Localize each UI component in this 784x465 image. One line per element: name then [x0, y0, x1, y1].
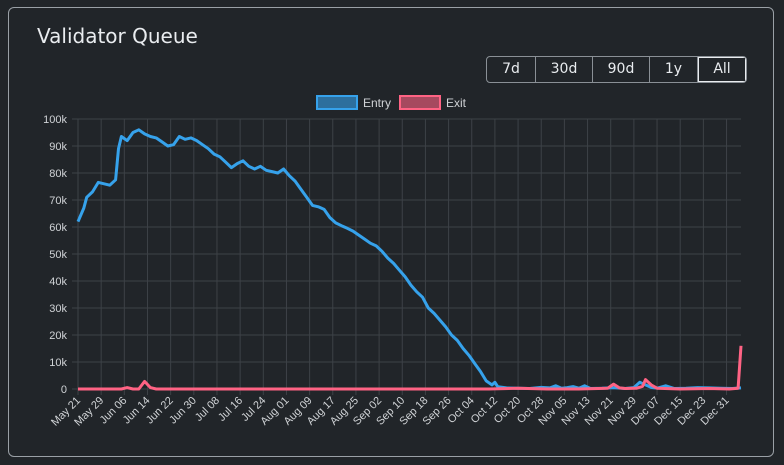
- x-tick-label: Jul 16: [216, 395, 245, 424]
- card-title: Validator Queue: [37, 24, 198, 48]
- series-line-exit: [78, 345, 743, 391]
- y-tick-label: 20k: [49, 330, 67, 342]
- y-tick-label: 40k: [49, 276, 67, 288]
- y-tick-label: 30k: [49, 303, 67, 315]
- legend[interactable]: Entry Exit: [316, 95, 467, 110]
- range-1y-button[interactable]: 1y: [650, 57, 698, 82]
- y-tick-label: 80k: [49, 168, 67, 180]
- legend-label-entry: Entry: [363, 96, 391, 110]
- x-tick-label: Jul 08: [193, 395, 222, 424]
- y-tick-label: 90k: [49, 141, 67, 153]
- legend-item-entry[interactable]: Entry: [316, 95, 391, 110]
- y-tick-label: 70k: [49, 195, 67, 207]
- y-axis: 0 10k 20k 30k 40k 50k 60k 70k 80k 90k 100k: [43, 114, 67, 396]
- legend-item-exit[interactable]: Exit: [399, 95, 467, 110]
- range-90d-button[interactable]: 90d: [593, 57, 650, 82]
- range-all-button[interactable]: All: [698, 57, 746, 82]
- legend-label-exit: Exit: [446, 96, 467, 110]
- range-selector: 7d 30d 90d 1y All: [486, 56, 747, 83]
- y-tick-label: 10k: [49, 357, 67, 369]
- legend-swatch-entry: [316, 95, 358, 110]
- series-lines: [76, 128, 743, 391]
- grid-lines: [72, 118, 741, 395]
- y-tick-label: 100k: [43, 114, 67, 126]
- range-7d-button[interactable]: 7d: [487, 57, 536, 82]
- y-tick-label: 60k: [49, 222, 67, 234]
- y-tick-label: 0: [61, 384, 67, 396]
- legend-swatch-exit: [399, 95, 441, 110]
- y-tick-label: 50k: [49, 249, 67, 261]
- series-line-entry: [76, 128, 742, 390]
- range-30d-button[interactable]: 30d: [536, 57, 593, 82]
